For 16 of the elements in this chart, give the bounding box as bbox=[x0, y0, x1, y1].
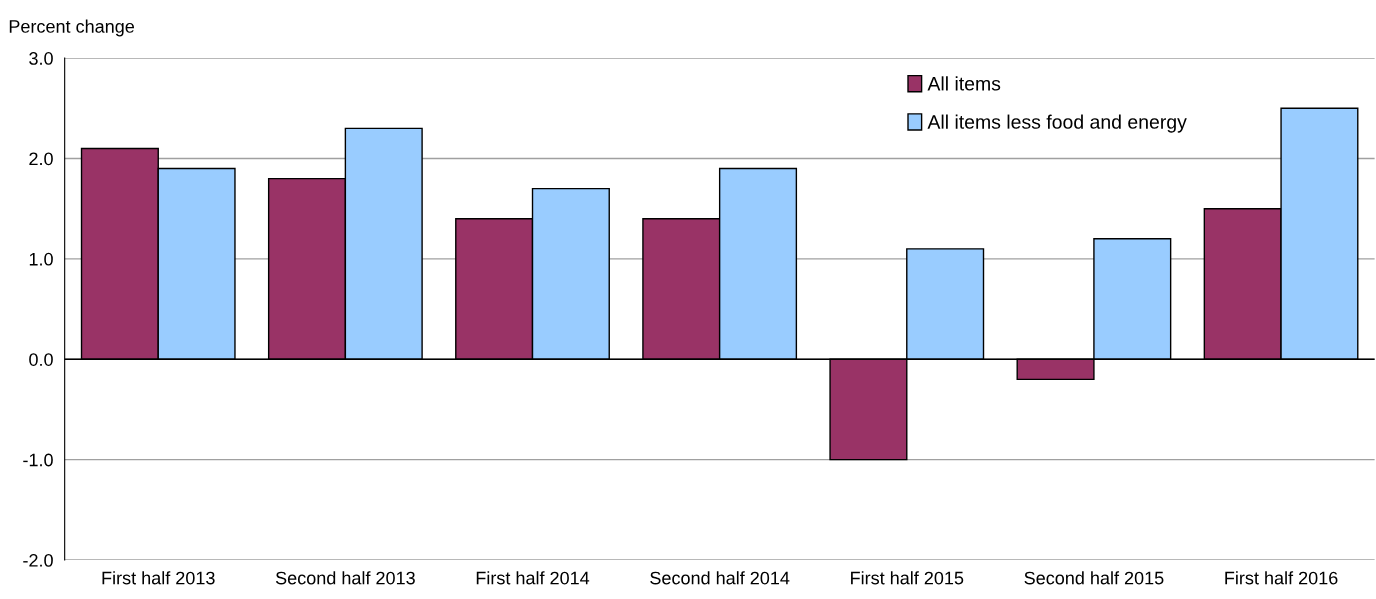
y-tick-label: 3.0 bbox=[29, 52, 53, 65]
x-tick-label: First half 2015 bbox=[851, 571, 964, 585]
x-tick-label: Second half 2013 bbox=[275, 571, 415, 585]
y-tick-label: 1.0 bbox=[29, 252, 53, 266]
x-tick-label: Second half 2015 bbox=[1024, 571, 1164, 585]
x-tick-label: First half 2013 bbox=[102, 571, 215, 585]
y-tick-label: 2.0 bbox=[29, 152, 53, 166]
legend-label: All items bbox=[927, 76, 1001, 91]
x-tick-label: Second half 2014 bbox=[650, 571, 790, 585]
y-tick-label: -2.0 bbox=[23, 554, 53, 567]
x-tick-label: First half 2016 bbox=[1225, 571, 1338, 585]
y-axis-title: Percent change bbox=[9, 19, 135, 37]
y-tick-label: -1.0 bbox=[23, 453, 53, 467]
y-tick-label: 0.0 bbox=[29, 353, 53, 366]
x-tick-label: First half 2014 bbox=[476, 571, 590, 585]
legend-label: All items less food and energy bbox=[927, 114, 1187, 133]
